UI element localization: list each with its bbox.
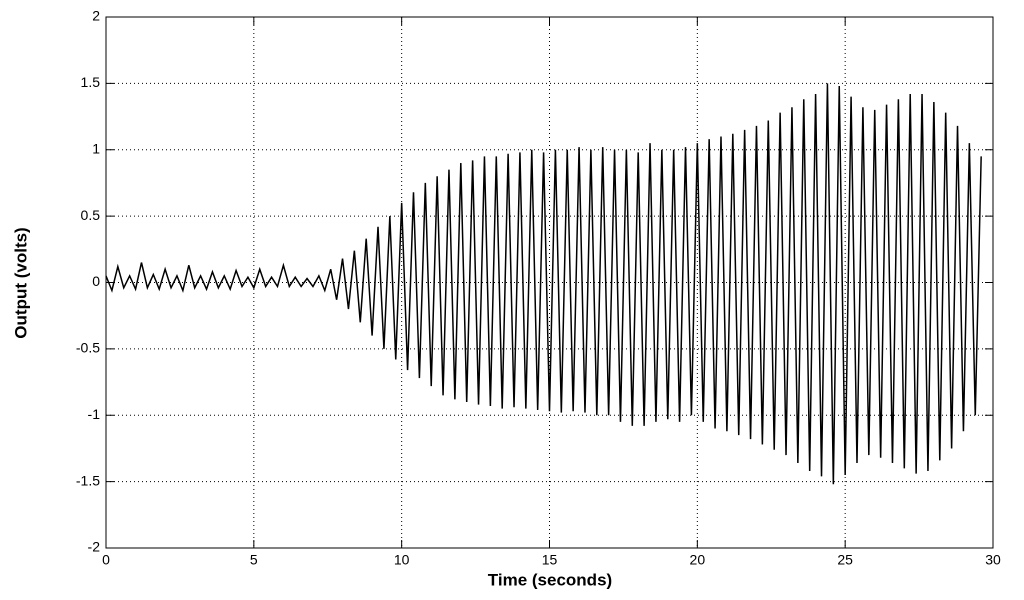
plot-frame [105,16,994,549]
x-tick-label: 25 [837,552,853,568]
y-tick-label: 0.5 [81,207,101,223]
x-axis-label: Time (seconds) [488,570,612,589]
y-tick-label: -1 [88,406,101,422]
x-tick-label: 20 [690,552,706,568]
y-tick-label: 1 [92,140,100,156]
x-tick-label: 15 [542,552,558,568]
x-tick-label: 10 [394,552,410,568]
x-tick-label: 0 [102,552,110,568]
y-tick-label: 2 [92,8,100,24]
y-tick-label: 1.5 [81,74,101,90]
y-tick-label: 0 [92,273,100,289]
y-tick-label: -1.5 [76,472,100,488]
x-tick-label: 5 [250,552,258,568]
y-tick-label: -2 [88,539,101,555]
signal-line [105,83,982,485]
y-tick-label: -0.5 [76,340,100,356]
x-tick-label: 30 [985,552,1001,568]
y-axis-label: Output (volts) [11,227,30,338]
